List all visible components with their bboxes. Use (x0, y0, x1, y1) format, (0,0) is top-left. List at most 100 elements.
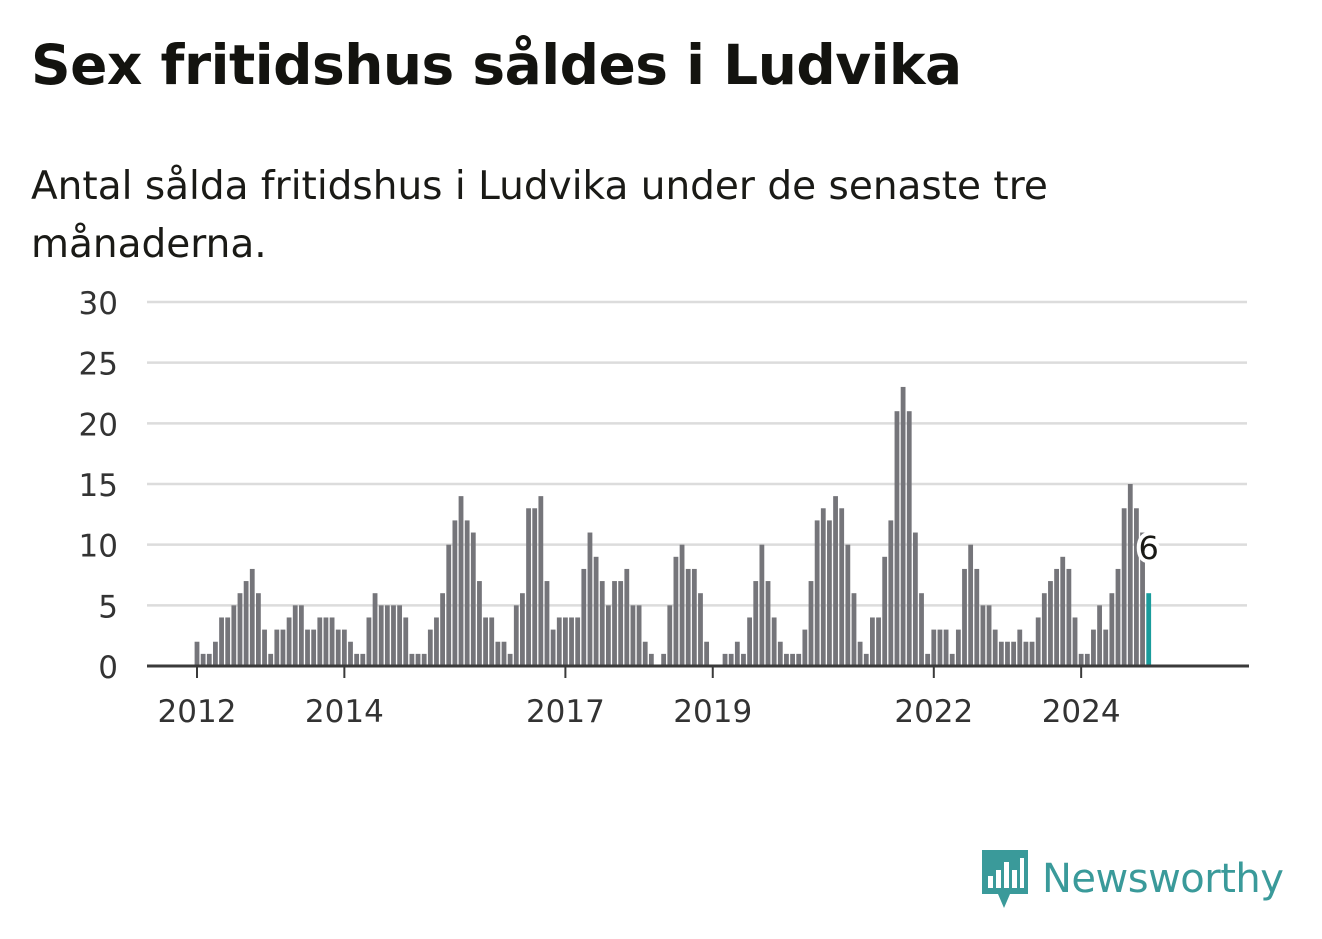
bar (403, 617, 409, 666)
bar (323, 617, 329, 666)
bar (391, 605, 396, 666)
bar (593, 556, 599, 666)
page-title: Sex fritidshus såldes i Ludvika (31, 33, 962, 97)
x-tick-label: 2019 (673, 694, 752, 730)
bar (384, 605, 390, 666)
bar (421, 653, 427, 666)
bar (550, 629, 556, 666)
bar (667, 605, 673, 666)
bar (556, 617, 562, 666)
bar (1011, 641, 1017, 666)
x-tick-label: 2014 (305, 694, 384, 730)
bar (360, 653, 366, 666)
bar (1127, 484, 1133, 666)
bar (335, 629, 341, 666)
y-tick-label: 5 (98, 589, 118, 625)
bar (1097, 605, 1102, 666)
bar (691, 568, 697, 666)
bar (464, 520, 470, 666)
bar (900, 386, 906, 666)
bar (538, 496, 544, 666)
x-tick-label: 2017 (526, 694, 605, 730)
bar (599, 581, 605, 666)
bar (648, 653, 654, 666)
bar (292, 605, 298, 666)
bar (912, 532, 918, 666)
bar (784, 653, 789, 666)
bar (1023, 641, 1029, 666)
y-tick-label: 20 (79, 407, 118, 443)
bar (274, 629, 280, 666)
newsworthy-logo-icon (982, 850, 1028, 908)
bar (1084, 653, 1090, 666)
bar (520, 593, 525, 666)
bar (673, 556, 679, 666)
bar (581, 568, 587, 666)
bar (513, 605, 519, 666)
bar (470, 532, 476, 666)
y-tick-label: 25 (79, 347, 118, 383)
bar (1005, 641, 1010, 666)
bar (790, 653, 795, 666)
bar (507, 653, 513, 666)
bar (814, 520, 820, 666)
bar (955, 629, 961, 666)
bar (1091, 629, 1096, 666)
bar (409, 653, 415, 666)
bar (237, 593, 243, 666)
bar (820, 508, 826, 666)
bar (612, 581, 617, 666)
bar (372, 593, 378, 666)
bar (194, 641, 200, 666)
bar (882, 556, 888, 666)
bar (1109, 593, 1115, 666)
bar (575, 617, 581, 666)
bar (243, 581, 249, 666)
x-tick-label: 2024 (1042, 694, 1121, 730)
bar (747, 617, 752, 666)
highlight-bar (1146, 593, 1152, 666)
bar (980, 605, 986, 666)
bar (1048, 581, 1053, 666)
bar (888, 520, 894, 666)
bar (839, 508, 845, 666)
bar (477, 581, 482, 666)
bar (354, 653, 360, 666)
bar (341, 629, 347, 666)
bar (1140, 532, 1145, 666)
x-tick-label: 2012 (158, 694, 237, 730)
bar (440, 593, 445, 666)
bar (366, 617, 372, 666)
bar (802, 629, 808, 666)
bar (1072, 617, 1078, 666)
bar (863, 653, 869, 666)
bar (1017, 629, 1023, 666)
bar (225, 617, 231, 666)
bar (452, 520, 458, 666)
bar (642, 641, 648, 666)
bar (268, 653, 274, 666)
bar (526, 508, 531, 666)
bar (698, 593, 703, 666)
bar (427, 629, 433, 666)
bar (827, 520, 832, 666)
bar (348, 641, 353, 666)
bar (777, 641, 783, 666)
bar (231, 605, 237, 666)
bar (870, 617, 875, 666)
bar (329, 617, 335, 666)
bar (1035, 617, 1041, 666)
bar (206, 653, 212, 666)
bar (722, 653, 728, 666)
bar (771, 617, 777, 666)
bar (986, 605, 992, 666)
bar (298, 605, 304, 666)
highlight-value-label: 6 (1139, 529, 1159, 567)
y-tick-label: 10 (79, 529, 118, 565)
bar (876, 617, 881, 666)
brand-name: Newsworthy (1042, 856, 1284, 902)
bar (685, 568, 691, 666)
bar (753, 581, 759, 666)
bar (1066, 568, 1072, 666)
bar (968, 544, 974, 666)
